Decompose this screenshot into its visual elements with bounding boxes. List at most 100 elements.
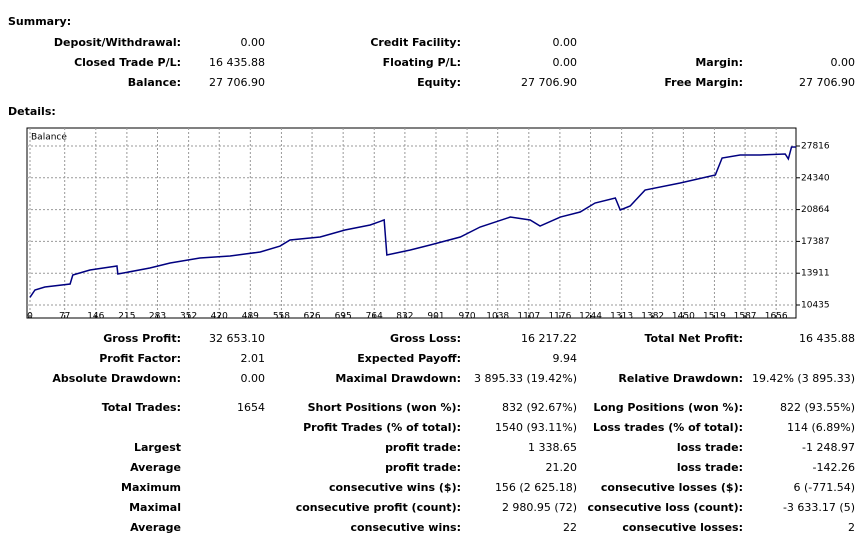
field-value: 27 706.90: [521, 76, 577, 89]
x-tick-label: 558: [273, 312, 290, 322]
x-tick-label: 970: [458, 312, 475, 322]
field-value: 2: [848, 521, 855, 534]
field-label: Profit Factor:: [99, 352, 181, 365]
x-tick-label: 1107: [517, 312, 540, 322]
x-tick-label: 1656: [765, 312, 788, 322]
field-value: 27 706.90: [799, 76, 855, 89]
y-tick-label: 10435: [801, 301, 830, 311]
field-value: 27 706.90: [209, 76, 265, 89]
field-label: consecutive wins:: [350, 521, 461, 534]
x-tick-label: 1450: [672, 312, 695, 322]
field-value: 0.00: [240, 372, 266, 385]
x-tick-label: 764: [366, 312, 383, 322]
field-value: 1540 (93.11%): [494, 421, 577, 434]
field-value: 1 338.65: [528, 441, 577, 454]
field-value: 16 435.88: [209, 56, 265, 69]
field-value: 22: [563, 521, 577, 534]
field-label: Average: [130, 521, 181, 534]
field-label: Free Margin:: [664, 76, 743, 89]
y-tick-label: 13911: [801, 269, 830, 279]
field-value: 0.00: [552, 56, 578, 69]
field-value: 0.00: [240, 36, 266, 49]
field-label: Maximum: [121, 481, 181, 494]
field-label: Credit Facility:: [370, 36, 461, 49]
field-label: Deposit/Withdrawal:: [53, 36, 181, 49]
field-label: Margin:: [695, 56, 743, 69]
field-value: 16 435.88: [799, 332, 855, 345]
x-tick-label: 626: [303, 312, 320, 322]
x-tick-label: 283: [149, 312, 166, 322]
field-label: consecutive loss (count):: [587, 501, 743, 514]
x-tick-label: 215: [118, 312, 135, 322]
field-value: 1654: [237, 401, 265, 414]
field-label: Expected Payoff:: [357, 352, 461, 365]
y-tick-label: 17387: [801, 237, 830, 247]
field-value: 832 (92.67%): [501, 401, 577, 414]
field-value: 2 980.95 (72): [501, 501, 577, 514]
field-label: Average: [130, 461, 181, 474]
x-tick-label: 352: [180, 312, 197, 322]
x-tick-label: 1587: [734, 312, 757, 322]
field-label: consecutive profit (count):: [295, 501, 461, 514]
legend-label: Balance: [31, 133, 67, 143]
field-label: Balance:: [127, 76, 181, 89]
x-tick-label: 1244: [579, 312, 602, 322]
x-tick-label: 1313: [610, 312, 633, 322]
field-value: 2.01: [240, 352, 266, 365]
field-label: Gross Profit:: [103, 332, 181, 345]
field-label: Long Positions (won %):: [593, 401, 743, 414]
field-value: 3 895.33 (19.42%): [473, 372, 577, 385]
y-tick-label: 20864: [801, 205, 830, 215]
field-value: -3 633.17 (5): [782, 501, 855, 514]
field-value: 822 (93.55%): [779, 401, 855, 414]
field-label: Absolute Drawdown:: [52, 372, 181, 385]
field-value: 16 217.22: [521, 332, 577, 345]
y-tick-label: 27816: [801, 141, 830, 151]
x-tick-label: 146: [87, 312, 104, 322]
field-label: Maximal Drawdown:: [335, 372, 461, 385]
field-label: loss trade:: [676, 461, 743, 474]
field-label: Relative Drawdown:: [618, 372, 743, 385]
field-value: 0.00: [830, 56, 856, 69]
field-label: profit trade:: [385, 441, 461, 454]
field-label: consecutive losses ($):: [600, 481, 743, 494]
field-label: Equity:: [417, 76, 461, 89]
field-value: -142.26: [812, 461, 855, 474]
field-label: profit trade:: [385, 461, 461, 474]
y-tick-label: 24340: [801, 173, 830, 183]
field-value: 21.20: [545, 461, 578, 474]
x-tick-label: 420: [211, 312, 228, 322]
x-tick-label: 77: [59, 312, 70, 322]
field-label: Total Trades:: [101, 401, 181, 414]
field-label: Largest: [134, 441, 181, 454]
x-tick-label: 0: [27, 312, 33, 322]
field-label: Closed Trade P/L:: [74, 56, 181, 69]
plot-frame: [26, 127, 797, 319]
balance-line: [29, 146, 797, 298]
field-label: Total Net Profit:: [644, 332, 744, 345]
x-tick-label: 832: [396, 312, 413, 322]
field-label: loss trade:: [676, 441, 743, 454]
details-title: Details:: [8, 105, 56, 118]
x-tick-label: 1519: [703, 312, 726, 322]
x-tick-label: 1038: [486, 312, 509, 322]
field-value: -1 248.97: [802, 441, 855, 454]
field-label: Profit Trades (% of total):: [303, 421, 461, 434]
x-tick-label: 901: [427, 312, 444, 322]
field-value: 32 653.10: [209, 332, 265, 345]
field-label: Loss trades (% of total):: [592, 421, 743, 434]
field-value: 156 (2 625.18): [494, 481, 577, 494]
field-value: 19.42% (3 895.33): [751, 372, 855, 385]
field-value: 9.94: [552, 352, 578, 365]
field-value: 0.00: [552, 36, 578, 49]
field-label: Maximal: [129, 501, 181, 514]
field-label: Floating P/L:: [382, 56, 461, 69]
field-label: Short Positions (won %):: [307, 401, 461, 414]
x-tick-label: 489: [242, 312, 259, 322]
field-label: consecutive wins ($):: [328, 481, 461, 494]
summary-title: Summary:: [8, 15, 72, 28]
x-tick-label: 1176: [548, 312, 571, 322]
field-value: 114 (6.89%): [786, 421, 855, 434]
